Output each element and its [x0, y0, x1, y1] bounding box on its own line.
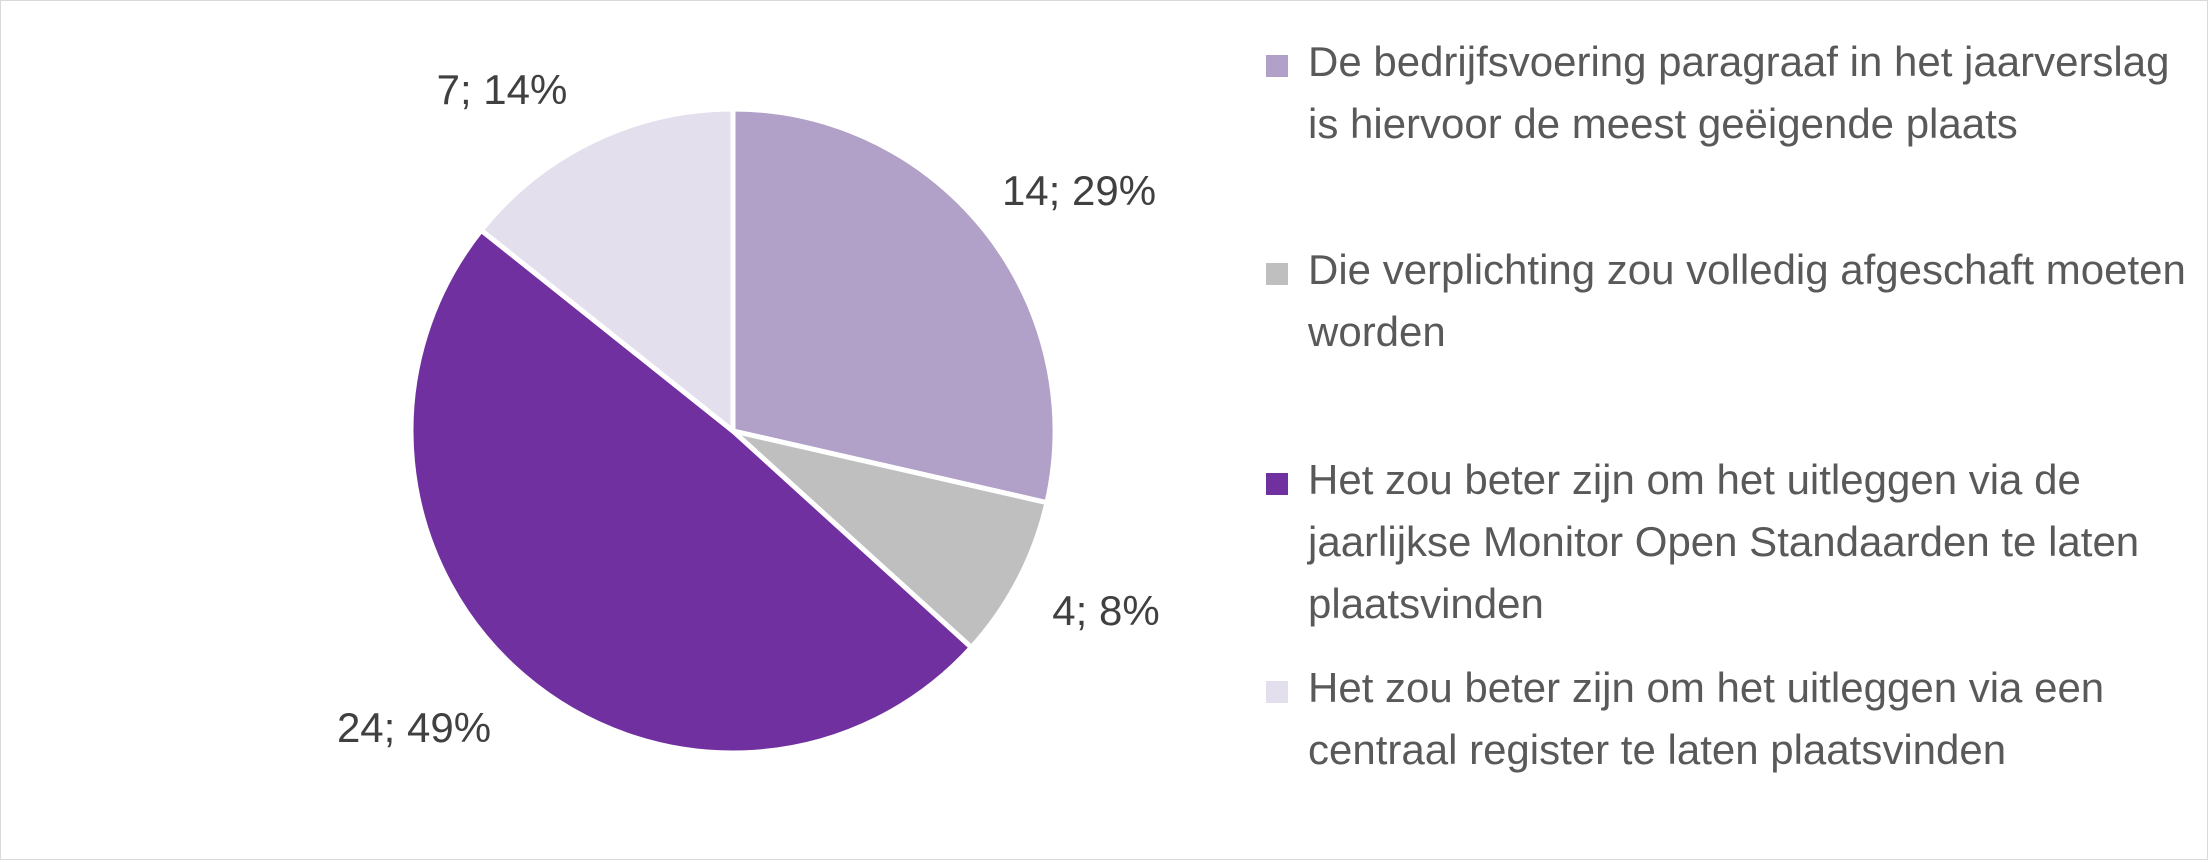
pie-slices: [408, 106, 1058, 756]
legend-item-register: Het zou beter zijn om het uitleggen via …: [1266, 657, 2208, 781]
data-label: 14; 29%: [1002, 167, 1156, 214]
slice-monitor: [408, 227, 974, 756]
legend-swatch: [1266, 55, 1288, 77]
legend-swatch: [1266, 263, 1288, 285]
slice-register: [478, 106, 736, 434]
legend-swatch: [1266, 473, 1288, 495]
data-label: 7; 14%: [437, 66, 568, 113]
pie-data-labels: 14; 29% 4; 8% 24; 49% 7; 14%: [337, 66, 1160, 751]
legend-item-bedrijfsvoering: De bedrijfsvoering paragraaf in het jaar…: [1266, 31, 2208, 155]
legend-label: De bedrijfsvoering paragraaf in het jaar…: [1308, 38, 2170, 147]
legend-swatch: [1266, 681, 1288, 703]
legend-label: Het zou beter zijn om het uitleggen via …: [1308, 664, 2105, 773]
legend-item-afgeschaft: Die verplichting zou volledig afgeschaft…: [1266, 239, 2208, 363]
slice-bedrijfsvoering: [730, 106, 1058, 506]
slice-afgeschaft: [730, 428, 1050, 650]
data-label: 24; 49%: [337, 704, 491, 751]
legend-label: Het zou beter zijn om het uitleggen via …: [1308, 456, 2140, 627]
legend-item-monitor: Het zou beter zijn om het uitleggen via …: [1266, 449, 2208, 635]
data-label: 4; 8%: [1052, 587, 1159, 634]
legend-label: Die verplichting zou volledig afgeschaft…: [1308, 246, 2186, 355]
